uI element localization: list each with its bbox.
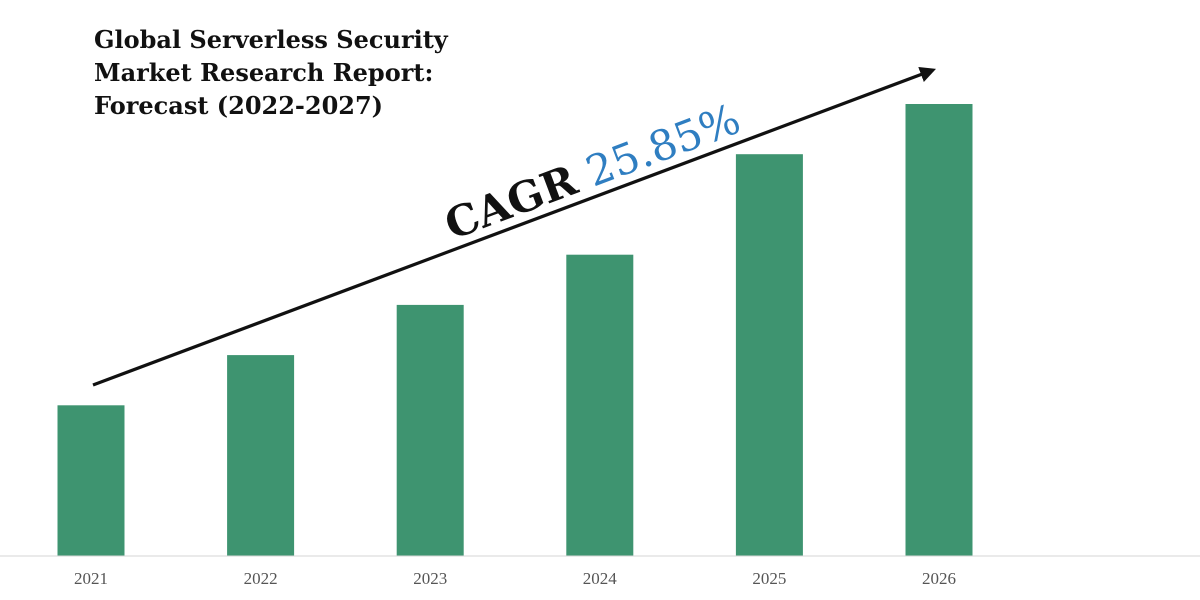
bar-2023 bbox=[396, 304, 464, 556]
title-line-3: Forecast (2022-2027) bbox=[94, 91, 383, 120]
bar-2025 bbox=[735, 154, 803, 556]
title-line-1: Global Serverless Security bbox=[94, 25, 449, 54]
trend-arrow bbox=[92, 67, 936, 387]
x-tick-label: 2026 bbox=[922, 569, 956, 588]
cagr-label: CAGR bbox=[438, 155, 584, 249]
bar-2021 bbox=[57, 405, 125, 556]
x-axis-ticks: 2021 2022 2023 2024 2025 2026 bbox=[74, 569, 956, 588]
x-tick-label: 2021 bbox=[74, 569, 108, 588]
cagr-value: 25.85% bbox=[579, 94, 746, 196]
x-tick-label: 2022 bbox=[244, 569, 278, 588]
bar-2024 bbox=[566, 254, 634, 556]
x-tick-label: 2025 bbox=[752, 569, 786, 588]
title-line-2: Market Research Report: bbox=[94, 58, 433, 87]
bar-2022 bbox=[227, 355, 295, 556]
x-tick-label: 2024 bbox=[583, 569, 618, 588]
bars bbox=[57, 104, 973, 556]
bar-2026 bbox=[905, 104, 973, 556]
chart-title: Global Serverless Security Market Resear… bbox=[94, 25, 449, 120]
x-tick-label: 2023 bbox=[413, 569, 447, 588]
cagr-annotation: CAGR 25.85% bbox=[438, 94, 746, 249]
